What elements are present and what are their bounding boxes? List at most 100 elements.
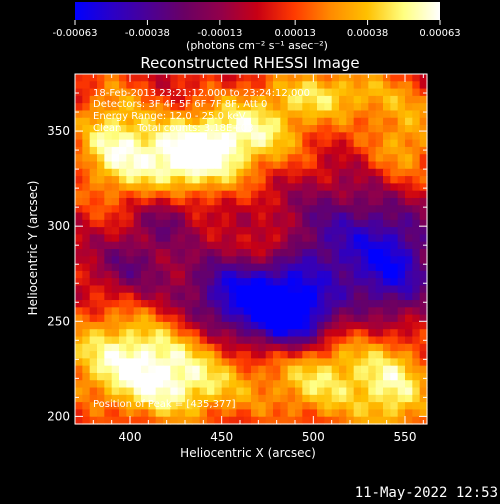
heatmap-cell	[346, 219, 355, 228]
heatmap-cell	[405, 190, 413, 199]
heatmap-cell	[324, 380, 333, 389]
heatmap-cell	[177, 125, 186, 133]
heatmap-cell	[273, 190, 281, 199]
heatmap-cell	[185, 270, 193, 279]
heatmap-cell	[89, 154, 98, 163]
heatmap-cell	[280, 402, 289, 411]
heatmap-cell	[405, 416, 413, 425]
heatmap-cell	[383, 329, 391, 338]
heatmap-cell	[287, 336, 296, 345]
heatmap-cell	[339, 241, 347, 250]
heatmap-cell	[126, 110, 135, 119]
heatmap-cell	[163, 103, 171, 112]
heatmap-cell	[309, 256, 318, 265]
heatmap-cell	[397, 278, 406, 287]
heatmap-cell	[375, 125, 384, 133]
heatmap-cell	[126, 227, 135, 236]
y-tick-label: 300	[47, 219, 70, 233]
heatmap-cell	[302, 103, 311, 112]
heatmap-cell	[126, 321, 135, 330]
heatmap-cell	[221, 292, 230, 301]
heatmap-cell	[104, 154, 113, 163]
annotation-time-range: 18-Feb-2013 23:21:12.000 to 23:24:12.000	[93, 88, 310, 99]
heatmap-cell	[75, 394, 83, 403]
heatmap-cell	[207, 321, 215, 330]
heatmap-cell	[361, 154, 369, 163]
heatmap-cell	[155, 81, 164, 90]
heatmap-cell	[192, 74, 201, 82]
heatmap-cell	[243, 285, 252, 294]
heatmap-cell	[287, 329, 296, 338]
heatmap-cell	[214, 176, 223, 184]
heatmap-cell	[258, 161, 267, 170]
heatmap-cell	[221, 307, 230, 316]
heatmap-cell	[170, 358, 179, 367]
heatmap-cell	[251, 132, 259, 141]
heatmap-cell	[207, 402, 215, 411]
heatmap-cell	[133, 402, 142, 411]
heatmap-cell	[280, 183, 289, 192]
heatmap-cell	[148, 234, 157, 243]
heatmap-cell	[192, 205, 201, 214]
heatmap-cell	[339, 132, 347, 141]
heatmap-cell	[141, 409, 149, 418]
heatmap-cell	[221, 176, 230, 184]
heatmap-cell	[243, 409, 252, 418]
heatmap-cell	[163, 285, 171, 294]
heatmap-cell	[331, 212, 340, 221]
heatmap-cell	[397, 270, 406, 279]
heatmap-cell	[148, 110, 157, 119]
heatmap-cell	[331, 219, 340, 228]
heatmap-cell	[419, 183, 428, 192]
heatmap-cell	[141, 88, 149, 97]
heatmap-cell	[287, 74, 296, 82]
x-tick-label: 550	[394, 430, 417, 444]
heatmap-cell	[97, 132, 105, 141]
heatmap-cell	[331, 314, 340, 323]
heatmap-cell	[185, 234, 193, 243]
heatmap-cell	[346, 278, 355, 287]
heatmap-cell	[265, 329, 274, 338]
heatmap-cell	[258, 227, 267, 236]
heatmap-cell	[199, 336, 208, 345]
heatmap-cell	[97, 125, 105, 133]
heatmap-cell	[390, 168, 399, 177]
heatmap-cell	[287, 263, 296, 272]
heatmap-cell	[361, 263, 369, 272]
heatmap-cell	[104, 212, 113, 221]
heatmap-cell	[397, 190, 406, 199]
heatmap-cell	[221, 263, 230, 272]
heatmap-cell	[185, 285, 193, 294]
heatmap-cell	[82, 132, 91, 141]
heatmap-cell	[111, 219, 120, 228]
heatmap-cell	[419, 117, 428, 126]
heatmap-cell	[419, 146, 428, 155]
heatmap-cell	[317, 343, 325, 352]
heatmap-cell	[170, 321, 179, 330]
heatmap-cell	[353, 343, 362, 352]
heatmap-cell	[258, 241, 267, 250]
heatmap-cell	[324, 103, 333, 112]
heatmap-cell	[419, 285, 428, 294]
heatmap-cell	[302, 74, 311, 82]
heatmap-cell	[82, 154, 91, 163]
heatmap-cell	[236, 219, 245, 228]
heatmap-cell	[397, 197, 406, 206]
heatmap-cell	[324, 278, 333, 287]
heatmap-cell	[148, 219, 157, 228]
heatmap-cell	[177, 249, 186, 257]
heatmap-cell	[104, 263, 113, 272]
heatmap-cell	[119, 125, 127, 133]
heatmap-cell	[390, 365, 399, 374]
heatmap-cell	[265, 154, 274, 163]
heatmap-cell	[89, 387, 98, 396]
heatmap-cell	[148, 117, 157, 126]
heatmap-cell	[324, 139, 333, 148]
heatmap-cell	[405, 88, 413, 97]
heatmap-cell	[339, 197, 347, 206]
heatmap-cell	[155, 402, 164, 411]
heatmap-cell	[177, 387, 186, 396]
heatmap-cell	[119, 212, 127, 221]
heatmap-cell	[390, 402, 399, 411]
heatmap-cell	[214, 95, 223, 104]
